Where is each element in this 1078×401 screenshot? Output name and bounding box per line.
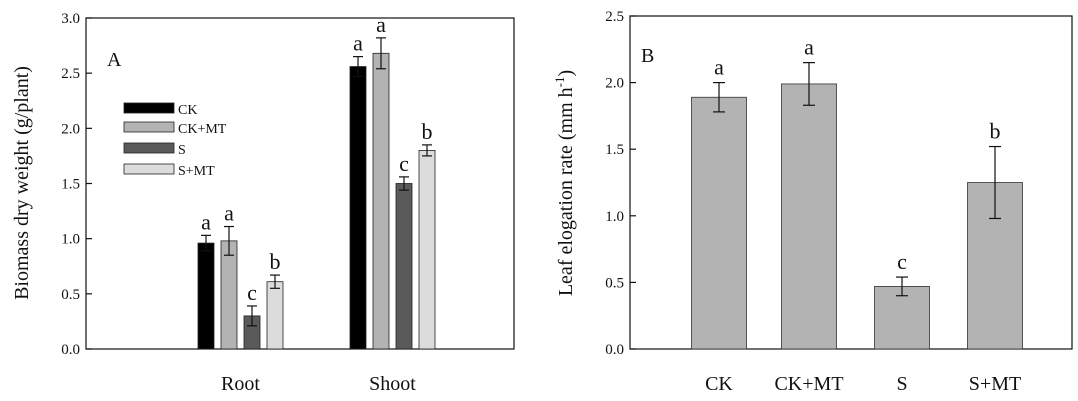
panel-a-y-tick-label: 2.5 [61, 66, 80, 82]
panel-b-y-tick-label: 1.0 [605, 209, 624, 225]
panel-b-bars: a a c b [691, 35, 1023, 350]
panel-b-plot-frame [629, 15, 1073, 350]
panel-a-bar [220, 240, 238, 350]
panel-b-label: B [641, 45, 654, 67]
panel-a-label: A [107, 49, 122, 71]
panel-a-significance-letter: a [224, 201, 234, 226]
panel-b-category-labels: CK CK+MT S S+MT [705, 373, 1021, 395]
panel-b-category-label: CK [705, 373, 733, 395]
panel-b-bar [691, 96, 747, 350]
panel-b-significance-letter: c [897, 249, 907, 274]
panel-a-legend-swatch [123, 102, 175, 114]
panel-a-category-label: Shoot [369, 373, 416, 395]
panel-a-bar [266, 281, 284, 350]
panel-a-category-labels: Root Shoot [221, 373, 416, 395]
panel-a-significance-letter: a [376, 12, 386, 37]
panel-b-category-label: S+MT [969, 373, 1021, 395]
panel-a-y-tick-label: 3.0 [61, 11, 80, 27]
panel-a-legend: CK CK+MT S S+MT [123, 102, 227, 179]
panel-a-significance-letter: a [201, 209, 211, 234]
panel-a-legend-label: CK [178, 103, 197, 118]
panel-a-bar [349, 66, 367, 350]
panel-a-y-tick-label: 1.0 [61, 232, 80, 248]
panel-a-significance-letter: b [422, 119, 433, 144]
panel-a-significance-letter: b [270, 249, 281, 274]
panel-a: A Biomass dry weight (g/plant) 0.0 0.5 1.0… [11, 11, 515, 395]
panel-b-y-axis-title-sup: -1 [552, 77, 567, 88]
panel-b-y-tick-label: 2.5 [605, 9, 624, 25]
panel-a-legend-swatch [123, 163, 175, 175]
panel-a-legend-label: CK+MT [178, 122, 227, 137]
panel-b-y-tick-label: 0.0 [605, 342, 624, 358]
panel-a-y-axis-title: Biomass dry weight (g/plant) [11, 66, 33, 300]
panel-a-y-ticks: 0.0 0.5 1.0 1.5 2.0 2.5 3.0 [61, 11, 92, 358]
panel-b-category-label: S [896, 373, 907, 395]
panel-a-category-label: Root [221, 373, 260, 395]
panel-a-legend-label: S [178, 143, 186, 158]
panel-b-y-tick-label: 2.0 [605, 76, 624, 92]
panel-a-bar [395, 183, 413, 350]
panel-a-bar [418, 149, 436, 350]
panel-a-significance-letter: c [399, 151, 409, 176]
panel-b-y-ticks: 0.0 0.5 1.0 1.5 2.0 2.5 [605, 9, 636, 358]
panel-b-category-label: CK+MT [774, 373, 843, 395]
panel-a-plot-frame [85, 17, 515, 350]
panel-b-y-tick-label: 1.5 [605, 142, 624, 158]
panel-b-bar [874, 285, 930, 350]
panel-a-bar [372, 52, 390, 350]
panel-a-y-tick-label: 0.5 [61, 287, 80, 303]
panel-a-y-tick-label: 1.5 [61, 177, 80, 193]
panel-a-bar [197, 242, 215, 350]
panel-b-y-axis-title-close: ) [555, 70, 577, 77]
panel-a-significance-letter: a [353, 31, 363, 56]
panel-b-significance-letter: b [990, 119, 1001, 144]
panel-a-y-tick-label: 2.0 [61, 121, 80, 137]
panel-b-significance-letter: a [714, 55, 724, 80]
panel-b-significance-letter: a [804, 35, 814, 60]
panel-b: B Leaf elogation rate (mm h-1) 0.0 0.5 1.0… [552, 9, 1073, 395]
panel-a-y-tick-label: 0.0 [61, 342, 80, 358]
panel-a-legend-swatch [123, 142, 175, 154]
panel-b-y-tick-label: 0.5 [605, 275, 624, 291]
panel-b-y-axis-title-main: Leaf elogation rate (mm h [555, 87, 577, 296]
panel-a-significance-letter: c [247, 280, 257, 305]
panel-b-bar [781, 83, 837, 350]
panel-b-y-axis-title: Leaf elogation rate (mm h-1) [552, 70, 577, 296]
panel-a-legend-label: S+MT [178, 164, 215, 179]
panel-a-legend-swatch [123, 121, 175, 133]
